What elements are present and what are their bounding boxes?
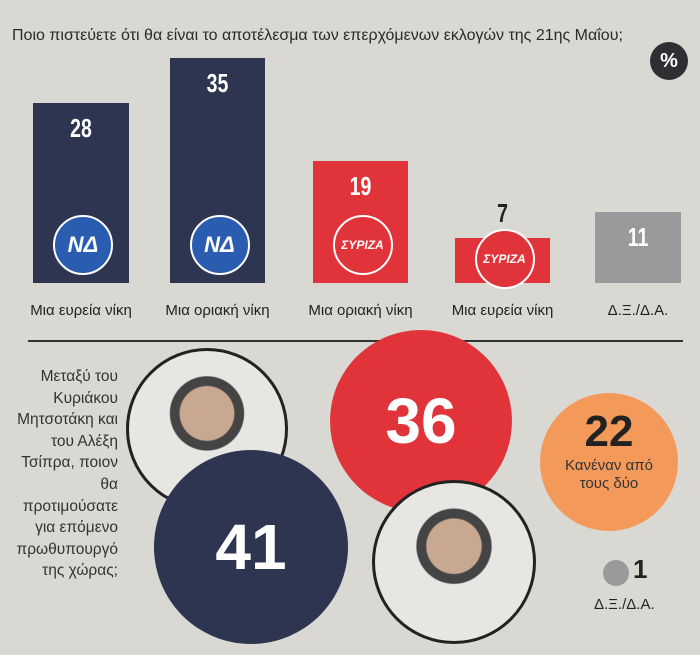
party-logo: ΝΔ bbox=[53, 215, 113, 275]
dk-label: Δ.Ξ./Δ.Α. bbox=[594, 596, 655, 613]
bubble-mitsotakis: 41 bbox=[154, 450, 348, 644]
bar-value: 28 bbox=[70, 113, 92, 143]
tsipras-photo bbox=[372, 480, 536, 644]
bar: 28 ΝΔ bbox=[33, 103, 129, 283]
question-line: προτιμούσατε bbox=[22, 497, 118, 515]
bubble-tsipras: 36 bbox=[330, 330, 512, 512]
dk-value: 1 bbox=[633, 554, 648, 584]
bar: 35 ΝΔ bbox=[170, 58, 265, 283]
question-line: Μητσοτάκη και bbox=[17, 411, 118, 429]
bar-label: Μια ευρεία νίκη bbox=[30, 302, 132, 319]
party-logo: ΣΥΡΙΖΑ bbox=[332, 215, 393, 275]
question-line: πρωθυπουργό bbox=[16, 540, 118, 558]
party-logo: ΝΔ bbox=[189, 215, 250, 275]
bar-label: Μια ευρεία νίκη bbox=[451, 302, 554, 319]
bar-label: Δ.Ξ./Δ.Α. bbox=[607, 302, 669, 319]
bar: 19 ΣΥΡΙΖΑ bbox=[313, 160, 408, 283]
bar-value: 19 bbox=[349, 170, 372, 201]
bubble-none: 22 Κανέναν από τους δύο bbox=[540, 393, 678, 531]
bar-value: 11 bbox=[627, 222, 649, 253]
divider bbox=[28, 340, 683, 342]
bar-label: Μια οριακή νίκη bbox=[308, 302, 413, 319]
question-line: θα bbox=[100, 475, 118, 493]
question-line: για επόμενο bbox=[35, 519, 118, 537]
bar: 11 bbox=[595, 212, 681, 283]
question-line: Τσίπρα, ποιον bbox=[21, 454, 118, 472]
question-line: της χώρας; bbox=[42, 562, 118, 580]
question-line: του Αλέξη bbox=[50, 432, 118, 450]
party-logo: ΣΥΡΙΖΑ bbox=[474, 229, 535, 289]
bar-label: Μια οριακή νίκη bbox=[165, 302, 270, 319]
chart-title: Ποιο πιστεύετε ότι θα είναι το αποτέλεσμ… bbox=[12, 27, 623, 44]
question-2: Μεταξύ του Κυριάκου Μητσοτάκη και του Αλέξη… bbox=[0, 366, 118, 582]
bar-value: 7 bbox=[497, 198, 508, 228]
bubble-dk bbox=[603, 560, 629, 586]
bar-value: 35 bbox=[206, 68, 229, 98]
question-line: Κυριάκου bbox=[53, 389, 118, 407]
bar: 7 ΣΥΡΙΖΑ bbox=[455, 198, 550, 289]
percent-badge: % bbox=[650, 42, 688, 80]
question-line: Μεταξύ του bbox=[40, 368, 118, 385]
